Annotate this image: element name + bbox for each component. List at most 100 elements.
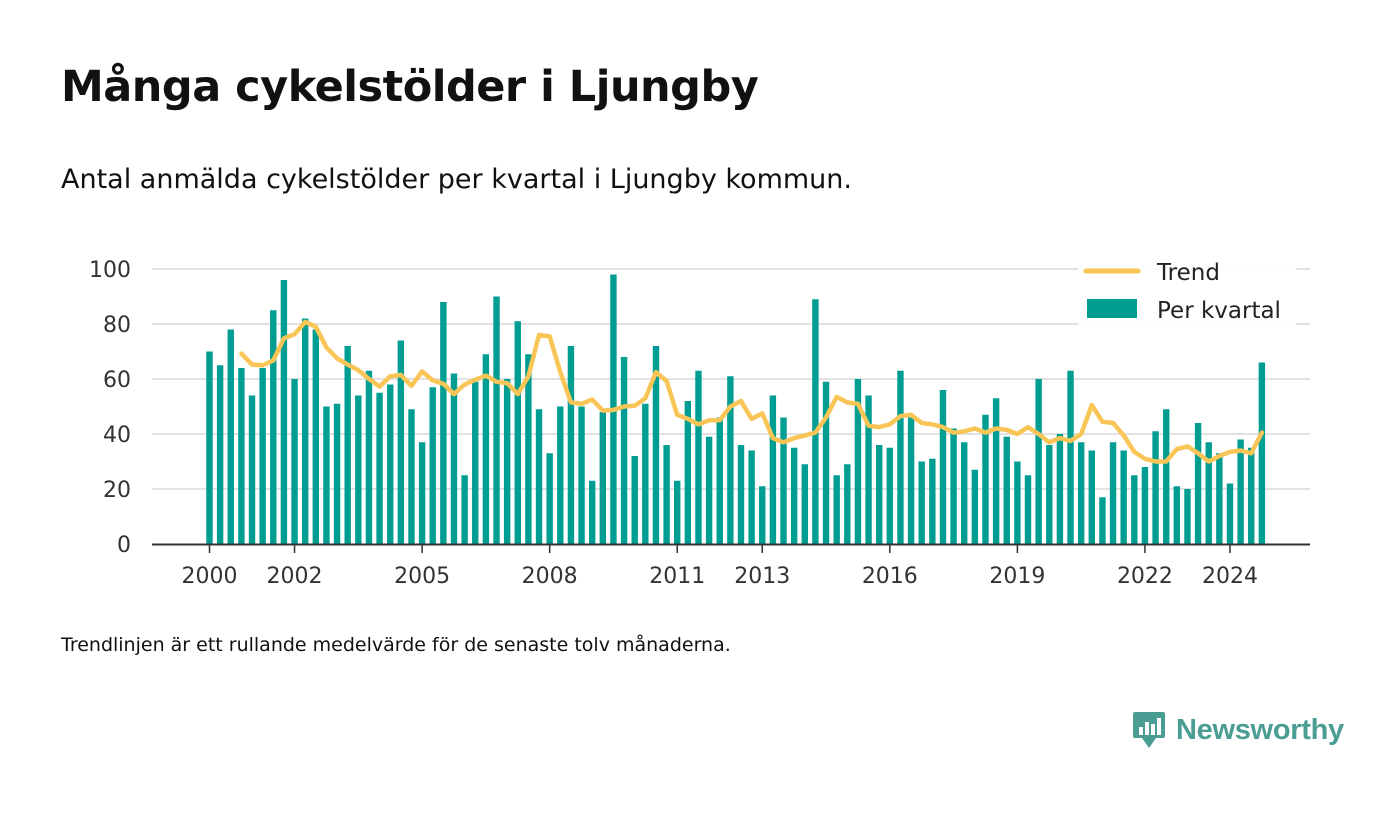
bar (748, 450, 755, 544)
y-tick-label: 20 (103, 478, 131, 503)
bar (844, 464, 851, 544)
bar (216, 365, 224, 544)
bar (790, 447, 798, 544)
chart: 0 20 40 60 80 100 2000 2002 2005 2008 2011 2013 201… (89, 254, 1310, 589)
x-tick-label: 2024 (1202, 564, 1258, 589)
bar (514, 321, 521, 544)
bar (769, 395, 777, 544)
bar (1088, 450, 1095, 544)
bar (1163, 409, 1170, 544)
bar (397, 340, 405, 544)
bar (631, 456, 638, 544)
x-tick-label: 2008 (522, 564, 578, 589)
bar (982, 414, 989, 544)
bar (1194, 423, 1202, 544)
legend-trend-label: Trend (1156, 260, 1220, 286)
bar (652, 346, 660, 544)
bar (1014, 461, 1021, 544)
y-tick-label: 40 (103, 423, 131, 448)
x-tick-label: 2013 (734, 564, 790, 589)
bar (695, 370, 702, 544)
bar (525, 354, 532, 544)
x-tick-label: 2000 (182, 564, 238, 589)
bar (674, 480, 681, 544)
bar (1248, 447, 1255, 544)
bar (1141, 467, 1149, 544)
bar (918, 461, 925, 544)
chart-title: Många cykelstölder i Ljungby (61, 62, 759, 112)
bar (737, 445, 745, 544)
bar (886, 447, 894, 544)
newsworthy-logo-icon (1133, 712, 1165, 748)
bar (270, 310, 277, 544)
bar (1152, 431, 1159, 544)
bar (705, 436, 713, 544)
bar (1056, 434, 1064, 544)
y-tick-label: 100 (89, 258, 131, 283)
bar (1226, 483, 1234, 544)
y-tick-label: 60 (103, 368, 131, 393)
y-tick-label: 0 (117, 533, 131, 558)
bar (546, 453, 553, 544)
bar (663, 445, 670, 544)
bar (1258, 362, 1266, 544)
bar (1035, 379, 1042, 544)
trend-line (239, 319, 1265, 464)
x-tick-label: 2011 (649, 564, 705, 589)
bar (992, 398, 1000, 544)
bar (961, 442, 968, 544)
bar (1003, 436, 1010, 544)
brand: Newsworthy (1132, 710, 1344, 750)
bar (812, 299, 819, 544)
bar (950, 428, 957, 544)
x-tick-label: 2019 (989, 564, 1045, 589)
bar (408, 409, 415, 544)
bar (578, 406, 585, 544)
legend-bar-label: Per kvartal (1157, 298, 1281, 324)
bar (567, 346, 575, 544)
chart-subtitle: Antal anmälda cykelstölder per kvartal i… (61, 164, 852, 195)
bar (1237, 439, 1244, 544)
bar (472, 381, 479, 544)
bar-series (206, 274, 1266, 544)
x-tick-label: 2005 (394, 564, 450, 589)
legend-bar-swatch (1087, 299, 1137, 318)
bar (1109, 442, 1117, 544)
bar (503, 379, 511, 544)
bar (312, 329, 319, 544)
y-tick-label: 80 (103, 313, 131, 338)
bar (301, 318, 309, 544)
bar (620, 357, 628, 544)
bar (333, 403, 341, 544)
trend-series (239, 319, 1265, 464)
bar (461, 475, 468, 544)
bar (854, 379, 862, 544)
bar (801, 464, 808, 544)
bar (493, 296, 500, 544)
bar (259, 368, 266, 544)
bar (1120, 450, 1127, 544)
bar (482, 354, 490, 544)
bar (1077, 442, 1085, 544)
bar (897, 370, 904, 544)
bar (238, 368, 245, 544)
bar (684, 401, 692, 544)
bar (759, 486, 766, 544)
bar (248, 395, 256, 544)
bar (429, 387, 436, 544)
bar (1216, 453, 1223, 544)
bar (450, 373, 458, 544)
bar (971, 469, 979, 544)
bar (642, 403, 649, 544)
bar (1099, 497, 1106, 544)
bar (1046, 445, 1053, 544)
bar (1184, 489, 1191, 544)
bar (780, 417, 787, 544)
bar (599, 412, 607, 544)
bar (907, 417, 915, 544)
x-axis: 2000 2002 2005 2008 2011 2013 2016 2019 2022 2024 (152, 543, 1310, 589)
bar (875, 445, 883, 544)
bar (939, 390, 947, 544)
bar (833, 475, 840, 544)
bar (727, 376, 734, 544)
